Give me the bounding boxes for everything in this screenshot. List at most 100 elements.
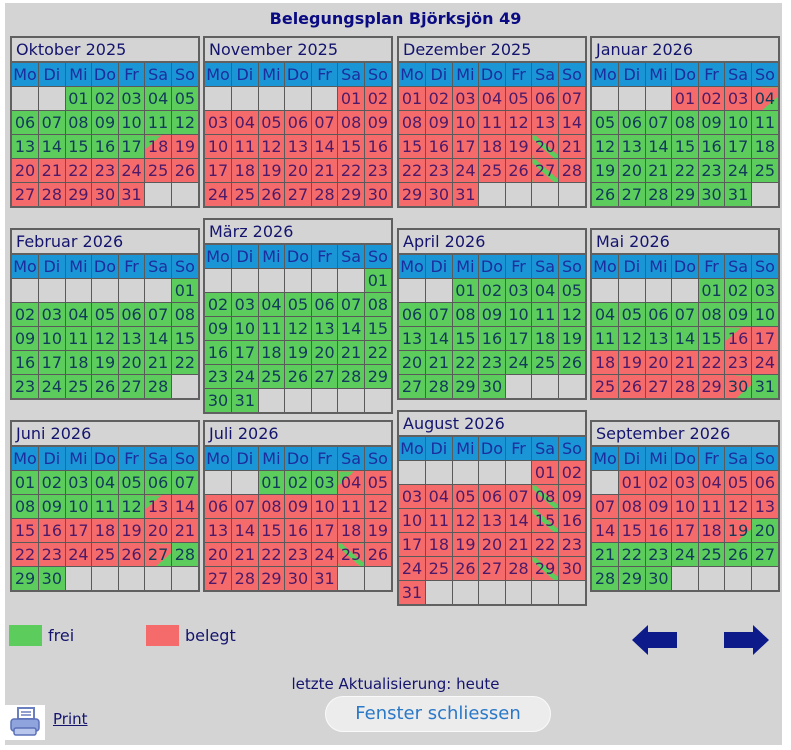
day-cell-free: 23: [478, 350, 506, 375]
day-cell-free: 12: [592, 134, 620, 159]
weekday-header: Sa: [531, 437, 559, 461]
day-cell-busy: 24: [205, 182, 233, 206]
day-cell-busy: 05: [257, 110, 286, 135]
day-cell-free: 18: [531, 326, 559, 351]
day-cell-busy: 28: [557, 158, 585, 183]
day-cell-busy: 12: [504, 110, 533, 135]
empty-day-cell: [451, 460, 480, 485]
empty-day-cell: [284, 388, 312, 412]
day-cell-free: 13: [644, 326, 673, 351]
arrow-left-icon[interactable]: [632, 623, 678, 657]
day-cell-busy: 01: [337, 86, 365, 111]
day-cell-busy: 17: [64, 518, 93, 543]
close-window-button[interactable]: Fenster schliessen: [325, 696, 551, 732]
day-cell-busy: 29: [697, 374, 726, 398]
empty-day-cell: [91, 566, 119, 590]
printer-icon[interactable]: [5, 705, 45, 740]
day-cell-free: 05: [170, 86, 198, 111]
day-cell-free: 01: [451, 278, 480, 303]
day-cell-free: 08: [363, 292, 391, 317]
weekday-header: Do: [284, 245, 312, 269]
day-cell-busy: 30: [91, 182, 119, 206]
day-cell-free: 18: [750, 134, 778, 159]
day-cell-busy: 28: [504, 556, 533, 581]
day-cell-busy: 23: [363, 158, 391, 183]
day-cell-free: 10: [724, 110, 752, 135]
day-cell-busy: 24: [399, 556, 427, 581]
day-cell-free: 06: [144, 470, 172, 495]
day-cell-arrive: 04: [337, 470, 365, 495]
month-title: September 2026: [592, 422, 778, 447]
weekday-header: Mi: [257, 63, 286, 87]
day-cell-busy: 27: [12, 182, 40, 206]
day-cell-busy: 14: [170, 494, 198, 519]
weekday-header: Di: [618, 447, 646, 471]
day-cell-free: 16: [478, 326, 506, 351]
day-cell-free: 09: [697, 110, 726, 135]
day-cell-free: 08: [170, 302, 198, 327]
weekday-header: Sa: [724, 63, 752, 87]
day-cell-busy: 21: [557, 134, 585, 159]
empty-day-cell: [170, 374, 198, 398]
weekday-header: So: [750, 447, 778, 471]
day-cell-free: 26: [284, 364, 312, 389]
month-title: Januar 2026: [592, 38, 778, 63]
empty-day-cell: [284, 268, 312, 293]
day-cell-busy: 28: [310, 182, 339, 206]
day-cell-change: 25: [337, 542, 365, 567]
day-cell-free: 14: [337, 316, 365, 341]
weekday-header: Fr: [117, 447, 146, 471]
day-cell-free: 06: [117, 302, 146, 327]
month-calendar: Februar 2026 Mo Di Mi Do Fr Sa So 01 02 03 04 05 06 07…: [10, 228, 200, 400]
day-cell-free: 29: [363, 364, 391, 389]
weekday-header: So: [170, 63, 198, 87]
day-cell-free: 19: [91, 350, 119, 375]
weekday-header: Di: [231, 245, 259, 269]
empty-day-cell: [592, 86, 620, 111]
day-cell-free: 14: [644, 134, 673, 159]
day-cell-busy: 07: [592, 494, 620, 519]
print-link[interactable]: Print: [53, 710, 88, 728]
day-cell-free: 03: [310, 470, 339, 495]
month-calendar: August 2026 Mo Di Mi Do Fr Sa So 01 02 03 04 05 06 07 0…: [397, 410, 587, 606]
weekday-header: Di: [618, 255, 646, 279]
empty-day-cell: [257, 86, 286, 111]
empty-day-cell: [91, 278, 119, 303]
day-cell-busy: 22: [697, 350, 726, 375]
empty-day-cell: [170, 182, 198, 206]
day-cell-busy: 06: [531, 86, 559, 111]
day-cell-free: 15: [671, 134, 699, 159]
day-cell-depart: 30: [724, 374, 752, 398]
weekday-header: So: [557, 63, 585, 87]
day-cell-free: 10: [117, 110, 146, 135]
day-cell-free: 08: [671, 110, 699, 135]
empty-day-cell: [284, 86, 312, 111]
day-cell-busy: 03: [671, 470, 699, 495]
day-cell-busy: 12: [724, 494, 752, 519]
last-update-text: letzte Aktualisierung: heute: [291, 675, 500, 693]
month-title: Juli 2026: [205, 422, 391, 447]
arrow-right-icon[interactable]: [723, 623, 769, 657]
empty-day-cell: [750, 566, 778, 590]
day-cell-busy: 31: [310, 566, 339, 590]
weekday-header: Do: [91, 63, 119, 87]
day-cell-busy: 26: [504, 158, 533, 183]
weekday-header: Sa: [531, 255, 559, 279]
month-calendar: März 2026 Mo Di Mi Do Fr Sa So 01 02 03 04 05 06 07 08 0…: [203, 218, 393, 414]
day-cell-free: 12: [557, 302, 585, 327]
month-title: Oktober 2025: [12, 38, 198, 63]
day-cell-free: 02: [38, 470, 66, 495]
day-cell-busy: 25: [478, 158, 506, 183]
empty-day-cell: [12, 86, 40, 111]
day-cell-free: 25: [64, 374, 93, 398]
weekday-header: Mo: [12, 255, 40, 279]
weekday-header: Do: [91, 447, 119, 471]
day-cell-free: 13: [618, 134, 646, 159]
empty-day-cell: [170, 566, 198, 590]
day-cell-free: 04: [64, 302, 93, 327]
day-cell-free: 27: [750, 542, 778, 567]
weekday-header: So: [750, 255, 778, 279]
day-cell-free: 31: [231, 388, 259, 412]
day-cell-free: 27: [618, 182, 646, 206]
day-cell-free: 08: [64, 110, 93, 135]
